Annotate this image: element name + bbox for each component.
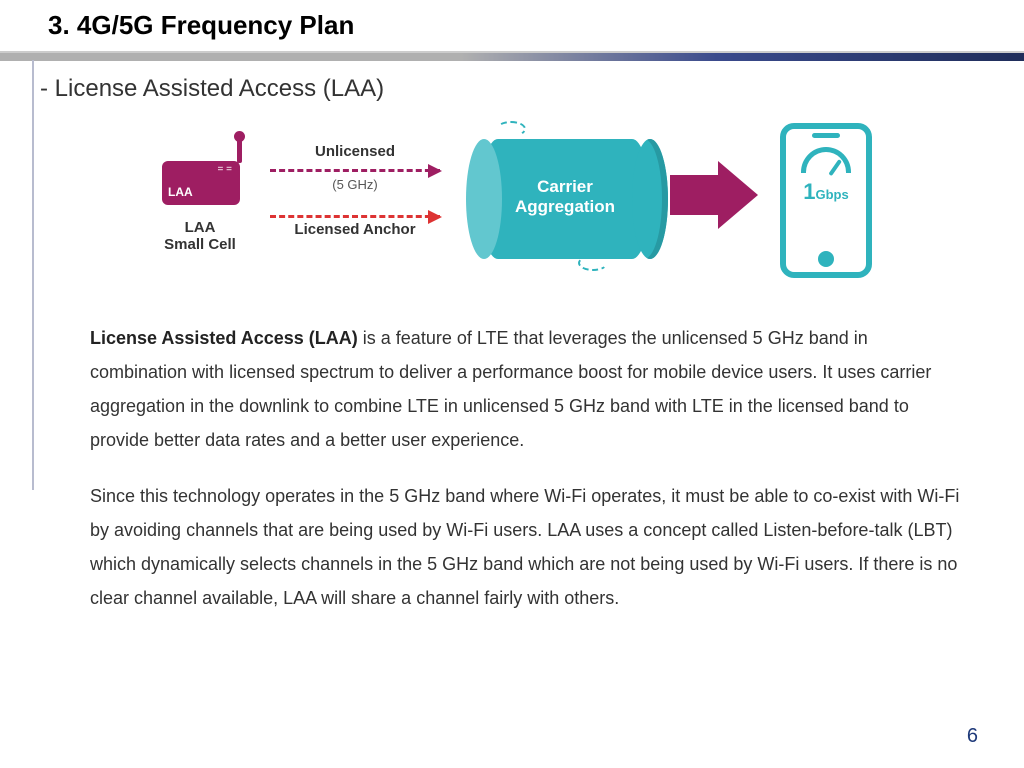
speed-unit: Gbps: [816, 187, 849, 202]
rotate-arc-bottom-icon: [578, 255, 608, 271]
phone-icon: 1Gbps: [780, 123, 872, 278]
arrow-top-label: Unlicensed: [270, 143, 440, 160]
paragraph-1: License Assisted Access (LAA) is a featu…: [90, 321, 964, 457]
para1-bold: License Assisted Access (LAA): [90, 328, 358, 348]
cylinder-icon: Carrier Aggregation: [460, 129, 670, 269]
cylinder-label: Carrier Aggregation: [460, 177, 670, 217]
subtitle: - License Assisted Access (LAA): [0, 61, 1024, 103]
small-cell-icon: = = LAA: [162, 161, 240, 205]
speed-number: 1: [803, 179, 815, 204]
phone-body: 1Gbps: [780, 123, 872, 278]
cyl-line2: Aggregation: [515, 197, 615, 216]
arrow-bottom-label: Licensed Anchor: [270, 221, 440, 238]
title-divider: [0, 51, 1024, 61]
slide: 3. 4G/5G Frequency Plan - License Assist…: [0, 0, 1024, 768]
arrow-top-sublabel: (5 GHz): [270, 177, 440, 192]
cyl-line1: Carrier: [537, 177, 593, 196]
home-button-icon: [818, 251, 834, 267]
led-icon: = =: [218, 167, 232, 172]
gauge-icon: [801, 147, 851, 173]
dashed-arrow-bottom-icon: [270, 215, 440, 218]
page-number: 6: [967, 725, 978, 748]
paragraph-2: Since this technology operates in the 5 …: [90, 479, 964, 615]
small-cell-badge: LAA: [168, 185, 193, 199]
laa-diagram: = = LAA LAASmall Cell Unlicensed (5 GHz)…: [140, 123, 960, 303]
body-text: License Assisted Access (LAA) is a featu…: [0, 321, 1024, 615]
left-vertical-rule: [32, 60, 34, 490]
arrow-head: [718, 161, 758, 229]
arrow-shaft: [670, 175, 718, 215]
phone-screen: 1Gbps: [792, 143, 860, 244]
small-cell-caption: LAASmall Cell: [140, 219, 260, 253]
dashed-arrow-top-icon: [270, 169, 440, 172]
slide-title: 3. 4G/5G Frequency Plan: [48, 10, 1024, 41]
phone-speaker-icon: [812, 133, 840, 138]
small-cell-body: = = LAA: [162, 161, 240, 205]
speed-label: 1Gbps: [792, 179, 860, 205]
antenna-icon: [237, 139, 242, 163]
title-row: 3. 4G/5G Frequency Plan: [0, 10, 1024, 51]
